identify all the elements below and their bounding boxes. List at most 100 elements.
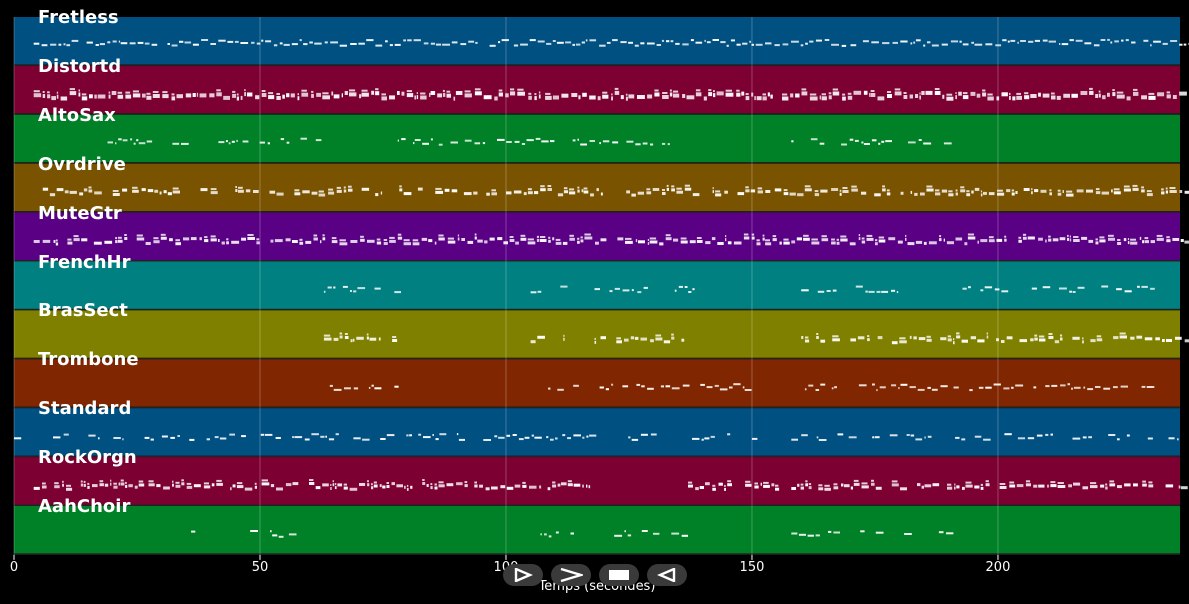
note [506,191,512,195]
note [1146,190,1152,193]
note [569,188,575,191]
note [177,435,180,437]
note [66,484,71,487]
note [78,89,80,92]
note [292,436,294,439]
note [430,42,435,45]
note [600,192,603,196]
note [1050,433,1053,436]
note [172,187,179,190]
note [881,290,889,293]
note [348,185,352,188]
note [584,236,593,240]
note [1073,236,1079,238]
note [745,483,752,487]
note [94,191,102,195]
note [167,43,170,45]
note [33,486,40,490]
note [510,88,515,91]
note [906,434,910,436]
note [1132,184,1138,187]
note [430,486,433,490]
note [831,43,839,46]
note [497,138,505,141]
note [800,486,804,490]
note [701,438,704,441]
note [489,237,495,241]
note [1179,43,1183,46]
note [1090,339,1096,343]
note [329,384,333,387]
note [561,93,569,98]
note [204,236,208,239]
note [967,233,974,236]
note [582,484,584,488]
note [1018,236,1022,239]
note [276,487,283,491]
note [1048,333,1053,335]
note [375,193,379,197]
note [118,138,122,141]
note [270,530,272,533]
note [170,436,175,439]
note [1034,337,1038,341]
note [962,95,969,100]
next-button[interactable] [551,564,591,586]
note [1127,238,1130,241]
note [867,335,870,338]
note [1183,43,1187,46]
note [1027,236,1035,240]
note [660,385,664,388]
note [647,42,655,45]
note [300,137,307,140]
note [318,193,326,197]
note [513,190,522,194]
note [1011,192,1015,196]
note [962,92,968,95]
note [1165,187,1168,190]
note [83,188,88,192]
note [350,290,352,292]
note [1180,239,1184,242]
note [1051,95,1056,100]
note [1141,385,1146,388]
note [129,42,136,45]
note [203,485,211,489]
note [288,533,297,536]
rewind-button[interactable] [647,564,687,586]
note [1082,436,1087,439]
note [491,486,498,490]
note [438,484,445,488]
note [229,433,235,436]
note [594,340,597,344]
note [86,41,93,44]
note [775,484,779,487]
note [809,93,817,96]
note [78,92,81,97]
note [407,39,412,42]
note [360,238,365,242]
note [171,93,175,96]
note [904,533,912,535]
note [253,190,259,193]
note [881,140,885,143]
stop-button[interactable] [599,564,639,586]
note [889,434,898,437]
play-button[interactable] [503,564,543,586]
note [498,89,503,92]
lane-separator [14,113,1180,115]
note [1002,39,1007,42]
note [671,336,675,340]
note [861,485,869,489]
note [711,237,716,241]
note [251,41,255,44]
note [534,96,537,101]
note [1016,484,1024,488]
note [637,191,644,195]
note [962,287,967,290]
note [955,189,958,192]
note [311,191,318,195]
note [87,482,90,485]
note [947,338,952,342]
note [245,189,251,193]
